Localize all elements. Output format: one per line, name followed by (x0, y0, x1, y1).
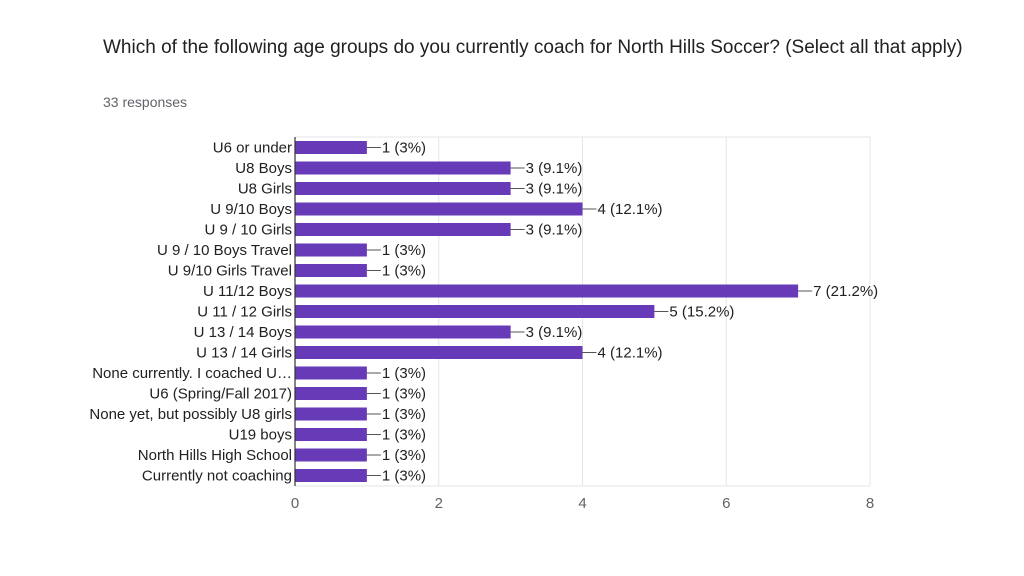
category-label: U8 Boys (235, 160, 292, 177)
data-label: 1 (3%) (382, 447, 426, 464)
data-label: 5 (15.2%) (669, 304, 734, 321)
response-count: 33 responses (103, 94, 188, 110)
data-label: 4 (12.1%) (598, 201, 663, 218)
data-label: 4 (12.1%) (598, 345, 663, 362)
category-label: U19 boys (229, 427, 292, 444)
data-label: 1 (3%) (382, 242, 426, 259)
category-label: U 9 / 10 Boys Travel (157, 242, 292, 259)
category-label: U8 Girls (238, 181, 292, 198)
category-label: U6 or under (213, 140, 292, 157)
bar (295, 366, 367, 380)
bar (295, 387, 367, 400)
category-label: U 13 / 14 Boys (194, 324, 292, 341)
data-label: 3 (9.1%) (526, 160, 583, 177)
category-label: U6 (Spring/Fall 2017) (149, 386, 292, 403)
data-label: 1 (3%) (382, 406, 426, 423)
bar (295, 223, 511, 236)
data-label: 1 (3%) (382, 140, 426, 157)
bar (295, 325, 511, 339)
bar (295, 264, 367, 277)
bar (295, 202, 583, 216)
category-label: U 9/10 Boys (210, 201, 292, 218)
bar (295, 428, 367, 441)
category-label: U 13 / 14 Girls (196, 345, 292, 362)
data-label: 1 (3%) (382, 468, 426, 485)
data-label: 1 (3%) (382, 263, 426, 280)
bar (295, 469, 367, 482)
x-tick-label: 0 (291, 495, 299, 512)
data-label: 3 (9.1%) (526, 324, 583, 341)
bar (295, 243, 367, 257)
data-label: 1 (3%) (382, 427, 426, 444)
bar (295, 141, 367, 154)
bar (295, 448, 367, 462)
bar (295, 161, 511, 175)
category-label: U 11 / 12 Girls (197, 304, 292, 321)
data-label: 3 (9.1%) (526, 222, 583, 239)
category-label: Currently not coaching (142, 468, 292, 485)
x-tick-label: 2 (435, 495, 443, 512)
bar (295, 346, 583, 359)
data-label: 1 (3%) (382, 365, 426, 382)
bar (295, 182, 511, 195)
bar (295, 407, 367, 421)
category-label: None yet, but possibly U8 girls (89, 406, 292, 423)
data-label: 3 (9.1%) (526, 181, 583, 198)
bar (295, 284, 799, 298)
data-label: 7 (21.2%) (813, 283, 878, 300)
category-label: None currently. I coached U… (92, 365, 292, 382)
chart-title: Which of the following age groups do you… (103, 37, 963, 58)
category-label: U 11/12 Boys (203, 283, 292, 300)
category-label: U 9 / 10 Girls (204, 222, 292, 239)
x-tick-label: 4 (578, 495, 586, 512)
x-tick-label: 8 (866, 495, 874, 512)
data-label: 1 (3%) (382, 386, 426, 403)
bar (295, 305, 655, 318)
category-label: U 9/10 Girls Travel (168, 263, 292, 280)
category-label: North Hills High School (138, 447, 292, 464)
x-tick-label: 6 (722, 495, 730, 512)
